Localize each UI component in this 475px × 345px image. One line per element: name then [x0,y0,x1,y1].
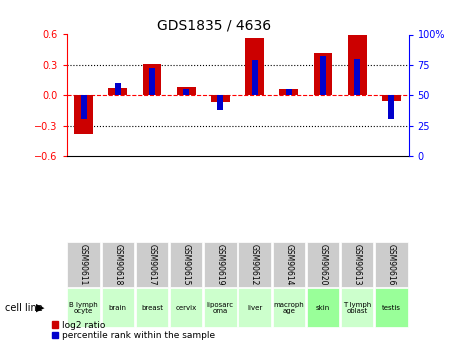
Text: GSM90619: GSM90619 [216,244,225,286]
Text: GSM90617: GSM90617 [148,244,156,286]
Text: liposarc
oma: liposarc oma [207,302,234,314]
Text: macroph
age: macroph age [274,302,304,314]
Bar [142,64,162,95]
Text: GDS1835 / 4636: GDS1835 / 4636 [157,19,271,33]
Text: cell line: cell line [5,303,42,313]
Text: brain: brain [109,305,127,311]
Text: GSM90614: GSM90614 [285,244,293,286]
Legend: log2 ratio, percentile rank within the sample: log2 ratio, percentile rank within the s… [52,321,215,341]
Text: GSM90612: GSM90612 [250,244,259,285]
Text: testis: testis [382,305,401,311]
Bar [149,68,155,95]
Text: ▶: ▶ [36,303,45,313]
Bar [382,95,401,101]
Text: GSM90620: GSM90620 [319,244,327,286]
Text: GSM90613: GSM90613 [353,244,361,286]
Bar [245,38,264,95]
Bar [115,83,121,95]
Text: breast: breast [141,305,163,311]
Text: GSM90618: GSM90618 [114,244,122,285]
Bar [177,87,196,95]
Text: GSM90615: GSM90615 [182,244,190,286]
Bar [286,89,292,95]
Bar [81,95,86,119]
Text: liver: liver [247,305,262,311]
Bar [314,53,332,95]
Bar [389,95,394,119]
Text: T lymph
oblast: T lymph oblast [343,302,371,314]
Bar [183,89,189,95]
Text: GSM90616: GSM90616 [387,244,396,286]
Text: cervix: cervix [176,305,197,311]
Bar [348,34,367,95]
Bar [74,95,93,134]
Bar [279,89,298,95]
Text: GSM90611: GSM90611 [79,244,88,285]
Bar [320,56,326,95]
Bar [211,95,230,102]
Text: skin: skin [316,305,330,311]
Text: B lymph
ocyte: B lymph ocyte [69,302,98,314]
Bar [354,59,360,95]
Bar [108,88,127,95]
Bar [218,95,223,110]
Bar [252,60,257,95]
